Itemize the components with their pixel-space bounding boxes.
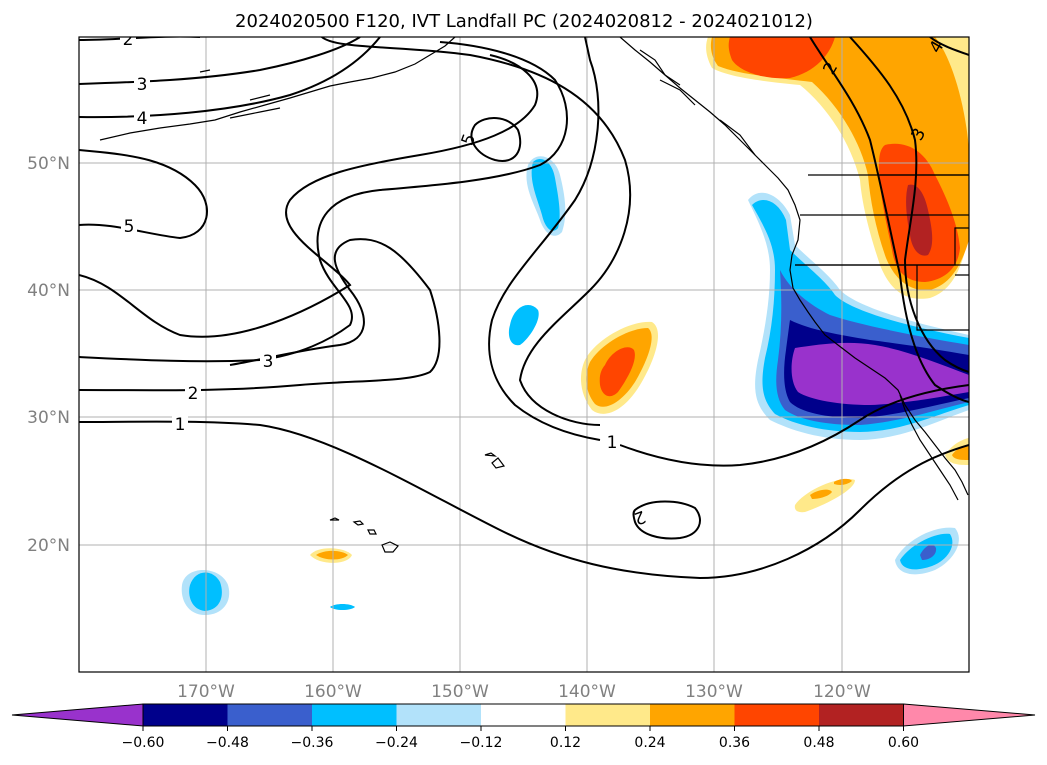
contour-2-tropics xyxy=(632,500,701,540)
coastline-canada xyxy=(619,37,969,496)
negative-anomaly-fields xyxy=(181,156,969,615)
colorbar-swatch xyxy=(565,704,650,726)
negative-anomaly-california-5 xyxy=(791,342,969,405)
map-title: 2024020500 F120, IVT Landfall PC (202402… xyxy=(235,11,813,32)
lon-label-130: 130°W xyxy=(685,682,743,702)
positive-anomaly-tropics-2 xyxy=(810,489,832,499)
colorbar-swatch xyxy=(819,704,904,726)
contour-label-1-east: 1 xyxy=(607,433,618,453)
longitude-labels: 170°W 160°W 150°W 140°W 130°W 120°W xyxy=(177,682,871,702)
colorbar-swatch xyxy=(734,704,819,726)
lat-label-40: 40°N xyxy=(27,281,70,301)
contour-2-outer xyxy=(320,37,632,426)
contour-labels: 2 3 4 5 5 3 2 1 1 2 2 3 4 xyxy=(120,30,948,528)
colorbar-swatch xyxy=(481,704,566,726)
lon-label-170: 170°W xyxy=(177,682,235,702)
contour-label-5-west: 5 xyxy=(124,217,135,237)
contour-label-3-mid: 3 xyxy=(263,352,274,372)
lat-label-50: 50°N xyxy=(27,154,70,174)
colorbar-extend-min xyxy=(11,703,144,727)
map-frame xyxy=(78,36,970,673)
latitude-labels: 50°N 40°N 30°N 20°N xyxy=(27,154,70,556)
colorbar-tick-label: −0.36 xyxy=(291,735,334,751)
colorbar-tick-label: −0.48 xyxy=(206,735,249,751)
coastline-islands xyxy=(199,49,756,156)
negative-anomaly-blob-gulf-2 xyxy=(531,158,560,231)
negative-anomaly-blob-mid xyxy=(508,305,539,346)
colorbar-tick-label: 0.12 xyxy=(550,735,581,751)
contour-1-north xyxy=(488,37,601,441)
colorbar-swatch xyxy=(312,704,397,726)
lat-label-20: 20°N xyxy=(27,536,70,556)
colorbar-swatch xyxy=(227,704,312,726)
colorbar-tick-label: −0.12 xyxy=(460,735,503,751)
colorbar-extend-max xyxy=(903,703,1036,727)
contour-lines xyxy=(79,37,969,580)
lon-label-140: 140°W xyxy=(558,682,616,702)
colorbar-tick-label: 0.36 xyxy=(719,735,750,751)
contour-4 xyxy=(79,54,539,338)
lon-label-160: 160°W xyxy=(304,682,362,702)
contour-east-2 xyxy=(809,37,969,403)
colorbar-tick-label: 0.60 xyxy=(888,735,919,751)
colorbar-swatch xyxy=(396,704,481,726)
contour-label-4-north: 4 xyxy=(137,109,148,129)
negative-anomaly-blob-tiny xyxy=(330,604,355,610)
colorbar-outline xyxy=(142,703,904,727)
colorbar: −0.60 −0.48 −0.36 −0.24 −0.12 0.12 0.24 0.36 0.4… xyxy=(11,703,1036,751)
colorbar-swatch xyxy=(650,704,735,726)
positive-anomaly-northwest-3 xyxy=(728,37,835,79)
contour-label-2-north: 2 xyxy=(123,30,134,50)
contour-n-3 xyxy=(79,37,361,85)
landfall-box xyxy=(795,174,969,276)
hawaii-islands xyxy=(329,452,506,553)
colorbar-tick-label: −0.24 xyxy=(375,735,418,751)
positive-anomaly-hawaii-2 xyxy=(316,550,348,560)
contour-label-2-mid: 2 xyxy=(188,384,199,404)
lat-label-30: 30°N xyxy=(27,408,70,428)
colorbar-tick-label: −0.60 xyxy=(122,735,165,751)
coastline-baja xyxy=(899,394,959,501)
negative-anomaly-blob-mexico-3 xyxy=(920,544,937,560)
colorbar-tick-label: 0.48 xyxy=(803,735,834,751)
positive-anomaly-tropics-3 xyxy=(834,478,852,485)
contour-label-3-north: 3 xyxy=(137,75,148,95)
contour-5-gulf xyxy=(470,117,522,162)
positive-anomaly-central-3 xyxy=(599,347,635,397)
colorbar-swatch xyxy=(143,704,228,726)
colorbar-tick-label: 0.24 xyxy=(634,735,665,751)
positive-anomaly-fields xyxy=(310,37,969,563)
contour-2 xyxy=(79,238,441,392)
lon-label-150: 150°W xyxy=(431,682,489,702)
contour-east-4 xyxy=(929,37,969,56)
gridlines xyxy=(79,37,969,672)
contour-east-3 xyxy=(849,37,969,373)
contour-1-east xyxy=(619,384,969,467)
coastlines xyxy=(99,37,969,553)
contour-1 xyxy=(79,420,969,580)
positive-anomaly-mexico-coast-2 xyxy=(952,445,969,460)
map-area: 2 3 4 5 5 3 2 1 1 2 2 3 4 xyxy=(79,30,969,672)
lon-label-120: 120°W xyxy=(813,682,871,702)
contour-n-2 xyxy=(79,37,200,41)
coastline-alaska xyxy=(99,37,456,141)
contour-label-1-west: 1 xyxy=(175,415,186,435)
